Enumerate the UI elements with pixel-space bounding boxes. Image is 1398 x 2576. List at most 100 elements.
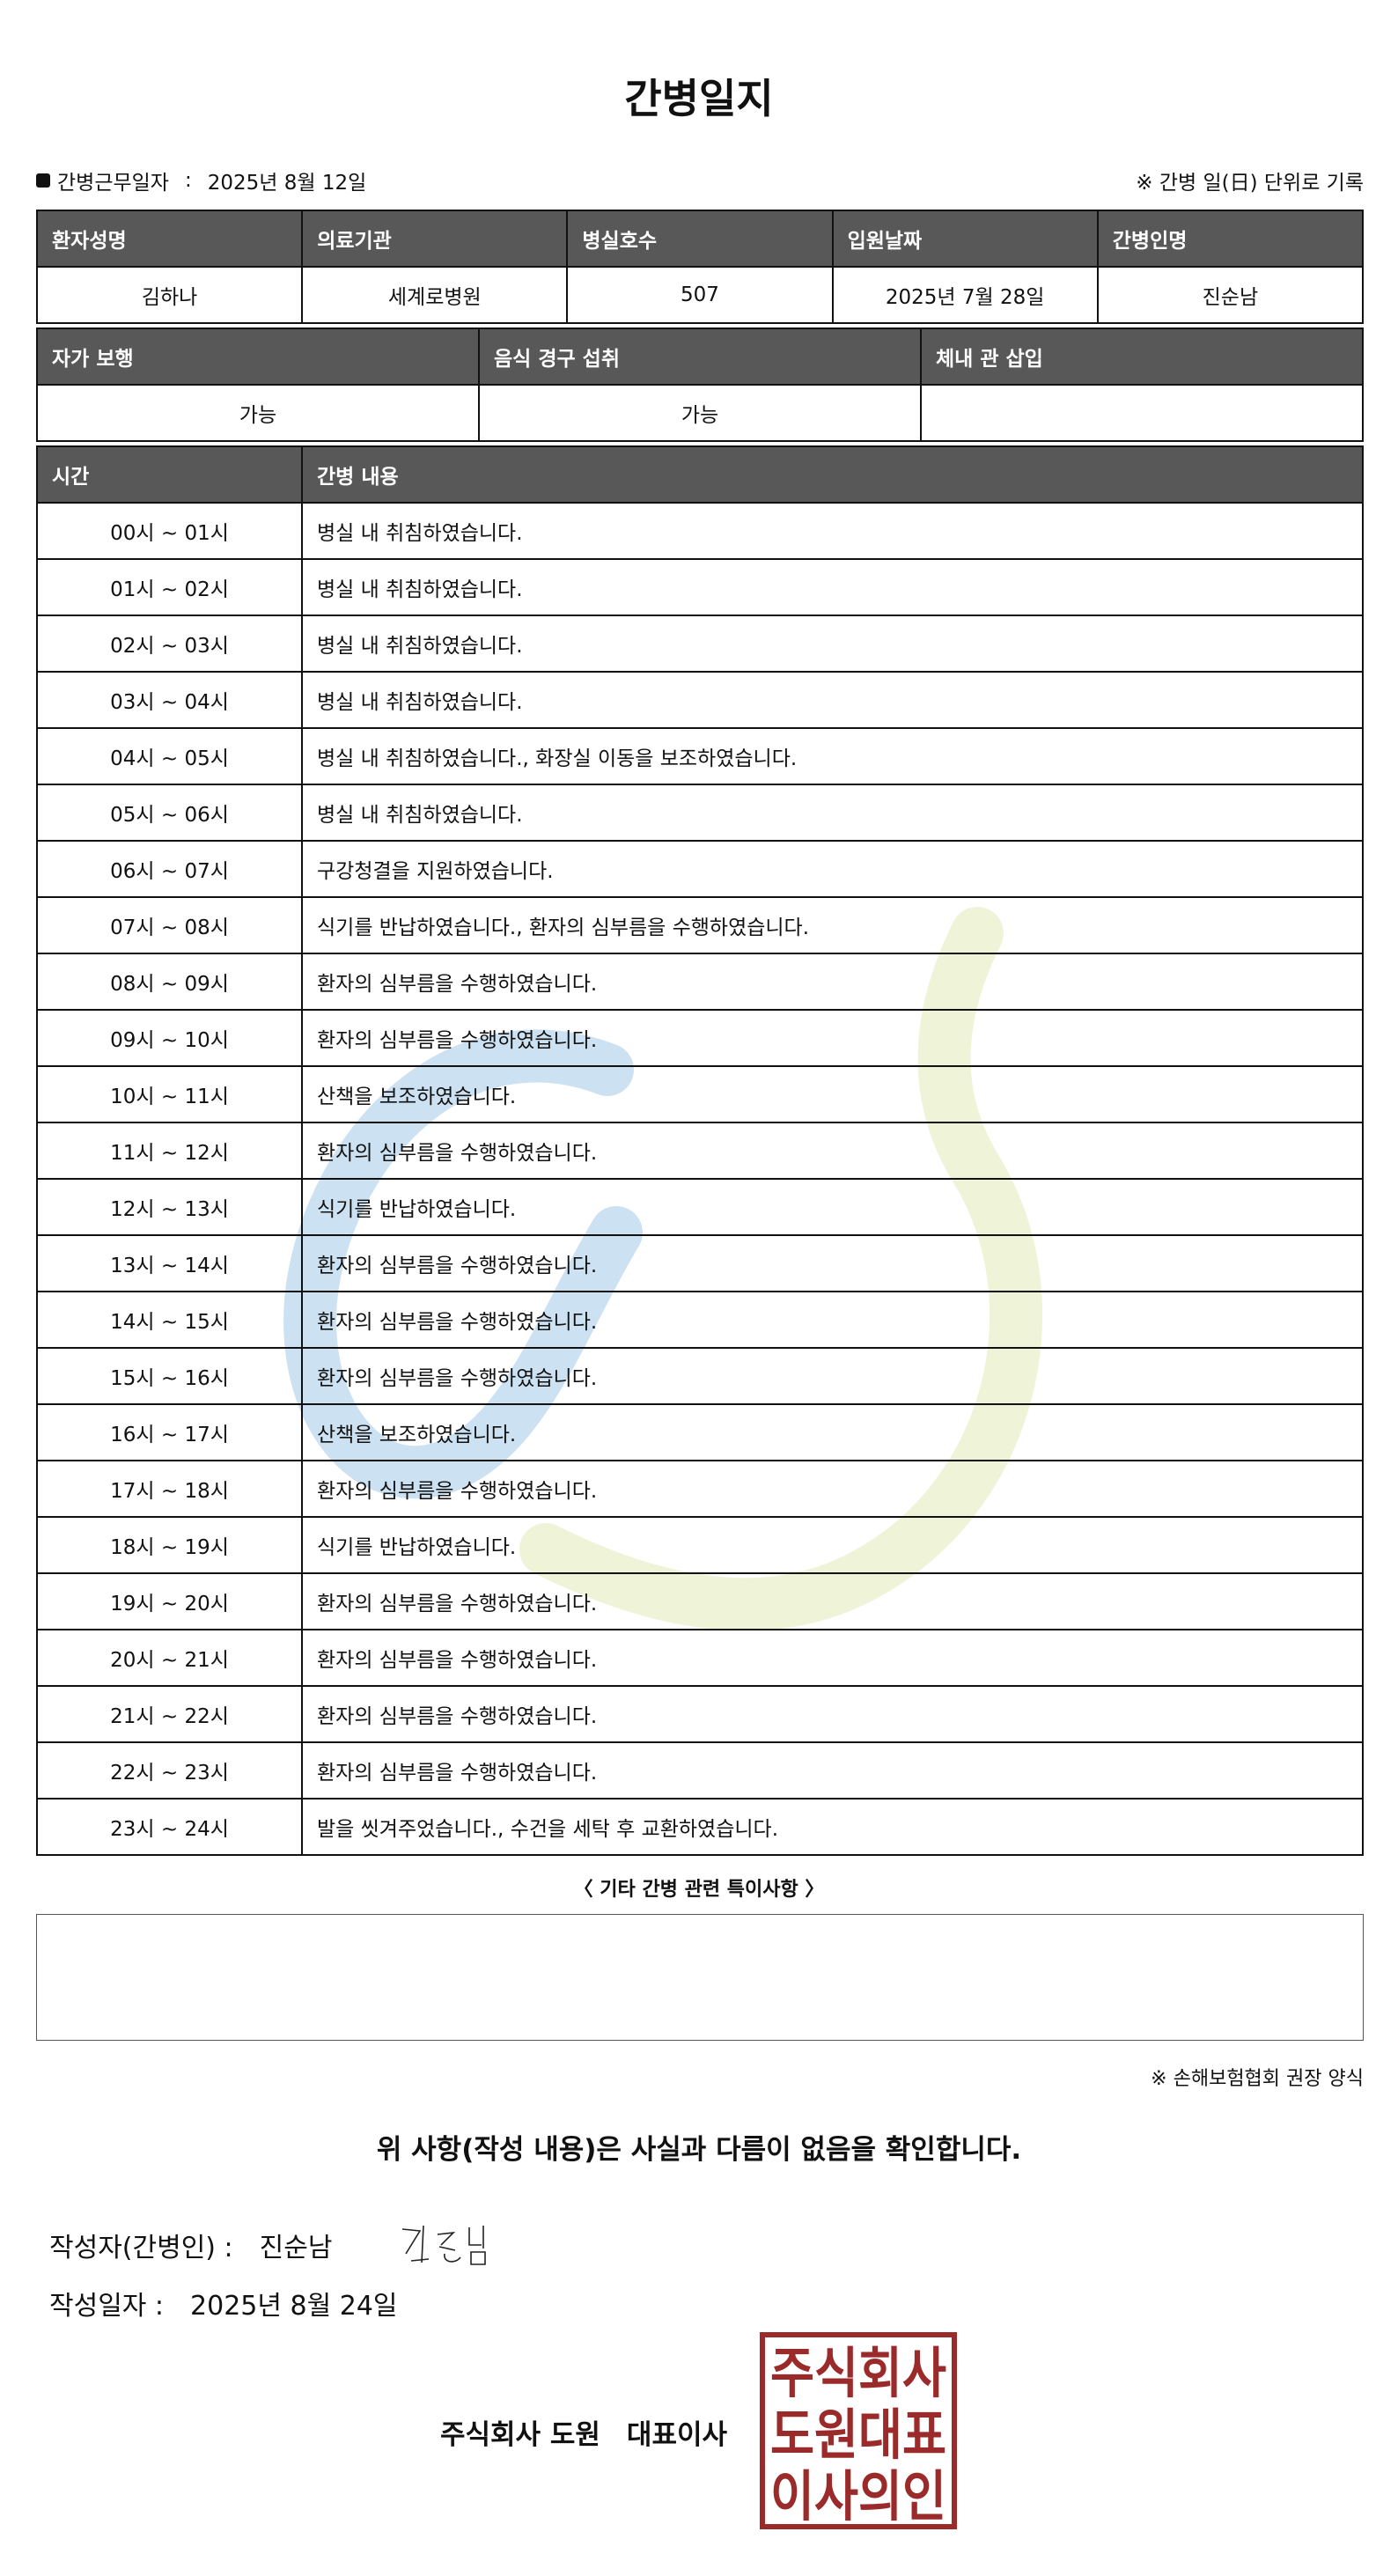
- company-line: 주식회사 도원 대표이사: [440, 2412, 727, 2452]
- table-row: 22시 ~ 23시 환자의 심부름을 수행하였습니다.: [36, 1741, 1364, 1800]
- row-content: 산책을 보조하였습니다.: [301, 1403, 1364, 1461]
- table-row: 15시 ~ 16시 환자의 심부름을 수행하였습니다.: [36, 1347, 1364, 1405]
- row-time: 03시 ~ 04시: [36, 671, 303, 729]
- row-time: 14시 ~ 15시: [36, 1291, 303, 1349]
- table-row: 01시 ~ 02시 병실 내 취침하였습니다.: [36, 558, 1364, 616]
- row-content: 구강청결을 지원하였습니다.: [301, 840, 1364, 898]
- confirmation-statement: 위 사항(작성 내용)은 사실과 다름이 없음을 확인합니다.: [376, 2134, 1022, 2166]
- row-content: 환자의 심부름을 수행하였습니다.: [301, 1572, 1364, 1630]
- row-time: 20시 ~ 21시: [36, 1629, 303, 1687]
- row-content: 환자의 심부름을 수행하였습니다.: [301, 1741, 1364, 1800]
- row-content: 병실 내 취침하였습니다., 화장실 이동을 보조하였습니다.: [301, 727, 1364, 785]
- table-row: 14시 ~ 15시 환자의 심부름을 수행하였습니다.: [36, 1291, 1364, 1349]
- row-content: 식기를 반납하였습니다.: [301, 1516, 1364, 1574]
- table-row: 06시 ~ 07시 구강청결을 지원하였습니다.: [36, 840, 1364, 898]
- table-row: 20시 ~ 21시 환자의 심부름을 수행하였습니다.: [36, 1629, 1364, 1687]
- write-date-line: 작성일자 : 2025년 8월 24일: [49, 2284, 398, 2322]
- header-oral-intake: 음식 경구 섭취: [478, 328, 922, 386]
- company-role: 대표이사: [626, 2419, 728, 2451]
- table-row: 03시 ~ 04시 병실 내 취침하였습니다.: [36, 671, 1364, 729]
- header-room: 병실호수: [566, 210, 834, 268]
- row-content: 산책을 보조하였습니다.: [301, 1065, 1364, 1123]
- status-table: 자가 보행 음식 경구 섭취 체내 관 삽입 가능 가능: [36, 328, 1364, 442]
- table-row: 21시 ~ 22시 환자의 심부름을 수행하였습니다.: [36, 1685, 1364, 1743]
- walking: 가능: [36, 384, 480, 442]
- patient-table: 환자성명 의료기관 병실호수 입원날짜 간병인명 김하나 세계로병원 507 2…: [35, 210, 1365, 324]
- row-content: 식기를 반납하였습니다.: [301, 1178, 1364, 1236]
- row-content: 환자의 심부름을 수행하였습니다.: [301, 1009, 1364, 1067]
- row-content: 환자의 심부름을 수행하였습니다.: [301, 1234, 1364, 1292]
- table-row: 00시 ~ 01시 병실 내 취침하였습니다.: [36, 502, 1364, 560]
- table-row: 19시 ~ 20시 환자의 심부름을 수행하였습니다.: [36, 1572, 1364, 1630]
- table-row: 16시 ~ 17시 산책을 보조하였습니다.: [36, 1403, 1364, 1461]
- row-time: 16시 ~ 17시: [36, 1403, 303, 1461]
- row-content: 병실 내 취침하였습니다.: [301, 558, 1364, 616]
- row-time: 05시 ~ 06시: [36, 784, 303, 842]
- table-row: 12시 ~ 13시 식기를 반납하였습니다.: [36, 1178, 1364, 1236]
- table-row: 02시 ~ 03시 병실 내 취침하였습니다.: [36, 615, 1364, 673]
- writer-line: 작성자(간병인) : 진순남: [49, 2219, 499, 2271]
- write-date-value: 2025년 8월 24일: [190, 2291, 398, 2322]
- writer-label: 작성자(간병인) :: [49, 2233, 233, 2263]
- row-time: 10시 ~ 11시: [36, 1065, 303, 1123]
- stamp-line: 도원대표: [770, 2403, 946, 2467]
- row-time: 18시 ~ 19시: [36, 1516, 303, 1574]
- row-time: 11시 ~ 12시: [36, 1122, 303, 1180]
- caregiver: 진순남: [1096, 266, 1365, 324]
- table-row: 09시 ~ 10시 환자의 심부름을 수행하였습니다.: [36, 1009, 1364, 1067]
- header-caregiver: 간병인명: [1096, 210, 1365, 268]
- stamp-line: 주식회사: [770, 2341, 946, 2405]
- row-time: 06시 ~ 07시: [36, 840, 303, 898]
- header-time: 시간: [36, 445, 303, 504]
- row-content: 환자의 심부름을 수행하였습니다.: [301, 1347, 1364, 1405]
- write-date-label: 작성일자 :: [49, 2291, 165, 2322]
- record-note: ※ 간병 일(日) 단위로 기록: [1136, 172, 1364, 195]
- row-content: 식기를 반납하였습니다., 환자의 심부름을 수행하였습니다.: [301, 896, 1364, 954]
- row-time: 00시 ~ 01시: [36, 502, 303, 560]
- row-content: 병실 내 취침하였습니다.: [301, 671, 1364, 729]
- patient-name: 김하나: [35, 266, 304, 324]
- table-row: 17시 ~ 18시 환자의 심부름을 수행하였습니다.: [36, 1460, 1364, 1518]
- table-row: 08시 ~ 09시 환자의 심부름을 수행하였습니다.: [36, 953, 1364, 1011]
- row-content: 병실 내 취침하였습니다.: [301, 502, 1364, 560]
- row-content: 환자의 심부름을 수행하였습니다.: [301, 1629, 1364, 1687]
- table-row: 07시 ~ 08시 식기를 반납하였습니다., 환자의 심부름을 수행하였습니다.: [36, 896, 1364, 954]
- row-time: 12시 ~ 13시: [36, 1178, 303, 1236]
- row-time: 07시 ~ 08시: [36, 896, 303, 954]
- oral-intake: 가능: [478, 384, 922, 442]
- row-content: 발을 씻겨주었습니다., 수건을 세탁 후 교환하였습니다.: [301, 1798, 1364, 1856]
- writer-name: 진순남: [259, 2233, 333, 2263]
- form-note: ※ 손해보험협회 권장 양식: [1151, 2068, 1364, 2090]
- page-title: 간병일지: [624, 75, 774, 122]
- table-row: 05시 ~ 06시 병실 내 취침하였습니다.: [36, 784, 1364, 842]
- header-content: 간병 내용: [301, 445, 1364, 504]
- row-time: 19시 ~ 20시: [36, 1572, 303, 1630]
- table-row: 10시 ~ 11시 산책을 보조하였습니다.: [36, 1065, 1364, 1123]
- header-hospital: 의료기관: [301, 210, 569, 268]
- row-time: 04시 ~ 05시: [36, 727, 303, 785]
- work-date-value: 2025년 8월 12일: [207, 172, 367, 195]
- table-row: 23시 ~ 24시 발을 씻겨주었습니다., 수건을 세탁 후 교환하였습니다.: [36, 1798, 1364, 1856]
- row-content: 환자의 심부름을 수행하였습니다.: [301, 1122, 1364, 1180]
- notes-box: [36, 1914, 1364, 2041]
- row-time: 23시 ~ 24시: [36, 1798, 303, 1856]
- row-content: 환자의 심부름을 수행하였습니다.: [301, 1291, 1364, 1349]
- row-content: 병실 내 취침하였습니다.: [301, 615, 1364, 673]
- table-row: 11시 ~ 12시 환자의 심부름을 수행하였습니다.: [36, 1122, 1364, 1180]
- bullet-square-icon: [36, 173, 50, 188]
- tube: [920, 384, 1364, 442]
- row-content: 환자의 심부름을 수행하였습니다.: [301, 1460, 1364, 1518]
- notes-title: 〈 기타 간병 관련 특이사항 〉: [573, 1879, 825, 1901]
- row-time: 02시 ~ 03시: [36, 615, 303, 673]
- header-admission-date: 입원날짜: [831, 210, 1099, 268]
- hospital: 세계로병원: [301, 266, 569, 324]
- table-row: 18시 ~ 19시 식기를 반납하였습니다.: [36, 1516, 1364, 1574]
- row-time: 17시 ~ 18시: [36, 1460, 303, 1518]
- header-walking: 자가 보행: [36, 328, 480, 386]
- room: 507: [566, 266, 834, 324]
- row-time: 09시 ~ 10시: [36, 1009, 303, 1067]
- stamp-line: 이사의인: [770, 2464, 946, 2528]
- work-date: 간병근무일자 : 2025년 8월 12일: [36, 166, 366, 195]
- row-content: 병실 내 취침하였습니다.: [301, 784, 1364, 842]
- row-time: 22시 ~ 23시: [36, 1741, 303, 1800]
